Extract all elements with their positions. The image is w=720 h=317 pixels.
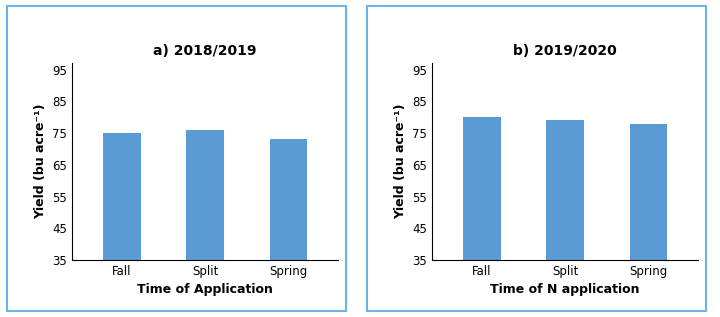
Title: b) 2019/2020: b) 2019/2020 <box>513 44 617 58</box>
Y-axis label: Yield (bu acre⁻¹): Yield (bu acre⁻¹) <box>394 104 407 219</box>
Bar <box>630 124 667 260</box>
X-axis label: Time of N application: Time of N application <box>490 283 640 296</box>
Bar <box>463 117 500 260</box>
Y-axis label: Yield (bu acre⁻¹): Yield (bu acre⁻¹) <box>34 104 47 219</box>
Bar <box>546 120 584 260</box>
Bar <box>270 139 307 260</box>
X-axis label: Time of Application: Time of Application <box>138 283 273 296</box>
Bar <box>186 130 224 260</box>
Bar <box>103 133 140 260</box>
Title: a) 2018/2019: a) 2018/2019 <box>153 44 257 58</box>
